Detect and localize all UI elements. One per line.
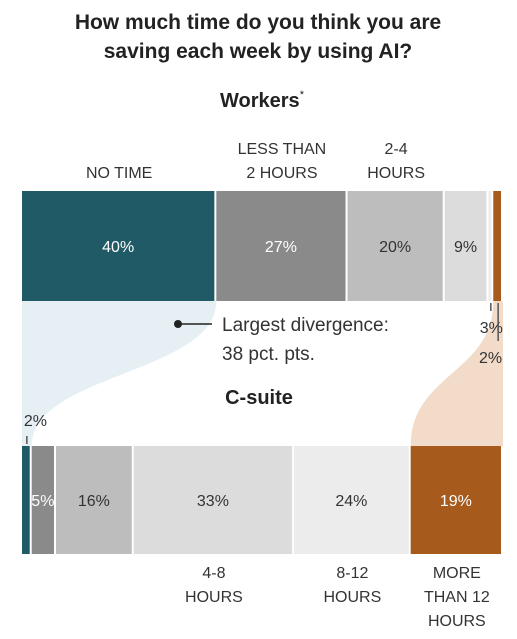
csuite-value-label-4-8-hours: 33% (197, 493, 229, 510)
csuite-value-label-2-4-hours: 16% (78, 493, 110, 510)
csuite-bar-4-8-hours (133, 446, 293, 554)
category-label-4-8-hours-line-1: 4-8 (202, 565, 225, 582)
workers-more-than-12-hours-outside-label: 2% (479, 350, 502, 367)
csuite-group-title: C-suite (225, 387, 293, 409)
workers-bar-4-8-hours (444, 191, 487, 301)
csuite-value-label-more-than-12-hours: 19% (440, 493, 472, 510)
category-label-8-12-hours-line-2: HOURS (323, 589, 381, 606)
category-label-no-time-line-1: NO TIME (86, 165, 152, 182)
csuite-bar-8-12-hours (294, 446, 409, 554)
bottom-category-labels: 4-8 HOURS 8-12 HOURS MORE THAN 12 HOURS (185, 565, 490, 630)
csuite-value-label-less-than-2-hours: 5% (31, 493, 54, 510)
category-label-less-than-2-hours-line-1: LESS THAN (238, 141, 327, 158)
chart-title-line-2: saving each week by using AI? (104, 40, 413, 63)
category-label-more-than-12-hours-line-1: MORE (433, 565, 481, 582)
category-label-8-12-hours-line-1: 8-12 (336, 565, 368, 582)
workers-8-12-hours-outside-label: 3% (480, 320, 503, 337)
workers-bar-more-than-12-hours (493, 191, 501, 301)
workers-group-name: Workers (220, 90, 300, 112)
category-label-less-than-2-hours-line-2: 2 HOURS (246, 165, 317, 182)
workers-value-label-no-time: 40% (102, 239, 134, 256)
more-than-12-hours-flow (410, 301, 503, 446)
workers-bar-8-12-hours (488, 191, 492, 301)
csuite-no-time-outside-label: 2% (24, 413, 47, 430)
workers-bar-less-than-2-hours (216, 191, 346, 301)
chart-title: How much time do you think you are savin… (75, 11, 441, 63)
divergence-annotation: Largest divergence: 38 pct. pts. (174, 315, 389, 365)
chart-title-line-1: How much time do you think you are (75, 11, 441, 34)
csuite-value-label-8-12-hours: 24% (335, 493, 367, 510)
category-label-more-than-12-hours-line-2: THAN 12 (424, 589, 490, 606)
workers-no-time-flow (22, 301, 217, 446)
csuite-bar-2-4-hours (56, 446, 132, 554)
category-label-2-4-hours-line-2: HOURS (367, 165, 425, 182)
workers-group-title: Workers* (220, 89, 305, 112)
workers-bar-2-4-hours (347, 191, 443, 301)
annotation-line-1: Largest divergence: (222, 315, 389, 336)
csuite-bar-more-than-12-hours (410, 446, 501, 554)
category-label-2-4-hours-line-1: 2-4 (385, 141, 408, 158)
bars: 40% 27% 20% 9% 5% 16% 33% 24% 19% 3% 2% 2% (22, 191, 503, 554)
flow-bands (22, 301, 503, 446)
csuite-bar-no-time (22, 446, 30, 554)
category-label-4-8-hours-line-2: HOURS (185, 589, 243, 606)
workers-bar-no-time (22, 191, 215, 301)
workers-value-label-4-8-hours: 9% (454, 239, 477, 256)
workers-footnote-marker: * (300, 89, 305, 101)
workers-value-label-less-than-2-hours: 27% (265, 239, 297, 256)
category-label-more-than-12-hours-line-3: HOURS (428, 613, 486, 630)
top-category-labels: NO TIME LESS THAN 2 HOURS 2-4 HOURS (86, 141, 425, 182)
workers-value-label-2-4-hours: 20% (379, 239, 411, 256)
csuite-bar-less-than-2-hours (31, 446, 55, 554)
annotation-line-2: 38 pct. pts. (222, 344, 315, 365)
